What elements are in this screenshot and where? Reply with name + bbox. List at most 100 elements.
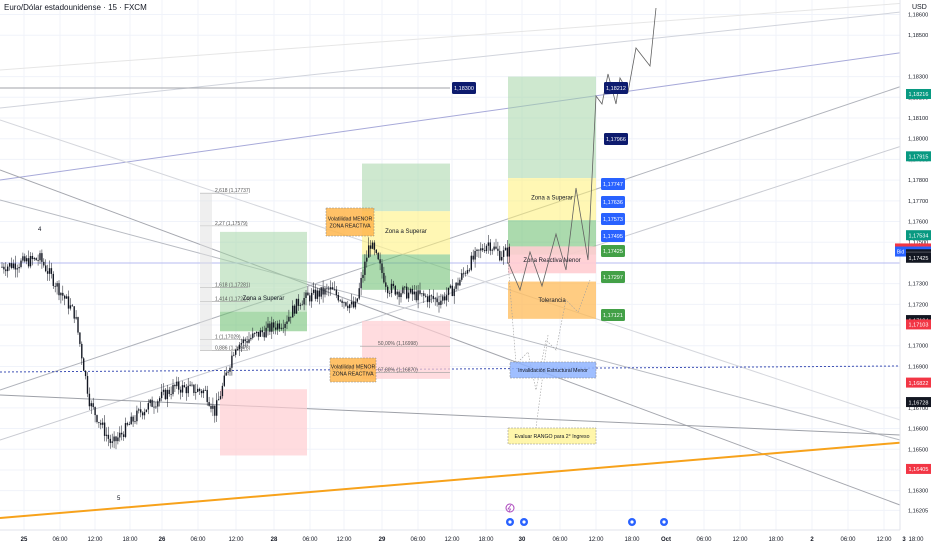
price-tag: 1,17573: [601, 213, 625, 225]
candle-body: [128, 424, 130, 426]
candle-body: [238, 344, 241, 350]
fib-label: 2,27 (1,17579): [215, 221, 248, 227]
candle-body: [480, 248, 482, 251]
candle-body: [69, 305, 72, 309]
candle-body: [64, 295, 66, 299]
candle-body: [485, 245, 488, 252]
candle-body: [428, 295, 431, 303]
candle-body: [183, 385, 186, 388]
candle-body: [328, 288, 330, 290]
y-tick-label: 1,18000: [908, 137, 928, 143]
price-axis-badge: [906, 88, 931, 99]
candle-body: [100, 422, 102, 425]
zone-label: Zona Reactiva Menor: [523, 258, 580, 264]
price-axis-tag-text: Bid: [897, 250, 904, 256]
candle-body: [31, 255, 34, 260]
price-tag: 1,17297: [601, 271, 625, 283]
candle-body: [109, 438, 111, 443]
candle-body: [193, 384, 195, 393]
trend-line: [0, 1, 921, 71]
note-text: Evaluar RANGO para 2° Ingreso: [514, 434, 589, 440]
zone-stop-loss: [362, 320, 450, 379]
trend-line: [0, 9, 921, 109]
candle-body: [86, 376, 89, 394]
x-tick-label: 12:00: [732, 537, 748, 543]
candle-body: [20, 260, 22, 267]
x-tick-label: 06:00: [52, 537, 68, 543]
candle-body: [98, 422, 100, 423]
price-tags: 1,18300 1,18212 1,17966 1,17747 1,17636 1,175…: [452, 82, 628, 321]
candle-body: [43, 261, 45, 266]
projection-path-alternate: [507, 261, 591, 391]
candle-body: [345, 302, 347, 306]
candle-body: [276, 323, 279, 330]
trend-line: [0, 79, 921, 391]
candle-body: [250, 337, 252, 340]
candle-body: [221, 385, 224, 397]
candle-body: [168, 389, 170, 395]
candle-body: [5, 269, 7, 272]
note-text: Volatilidad MENOR: [328, 217, 373, 223]
x-tick-label: 29: [379, 537, 386, 543]
candle-body: [103, 422, 106, 436]
candle-body: [67, 296, 70, 309]
candle-body: [312, 289, 315, 293]
candle-body: [113, 436, 115, 442]
wave-label: 4: [38, 227, 42, 233]
candle-body: [117, 437, 119, 442]
x-tick-label: 26: [159, 537, 166, 543]
y-tick-label: 1,17600: [908, 220, 928, 226]
note-box: [507, 427, 597, 445]
price-axis-badge: [906, 397, 931, 408]
x-tick-label: 06:00: [410, 537, 426, 543]
candle-body: [189, 384, 191, 386]
x-tick-label: 12:00: [228, 537, 244, 543]
x-tick-label: 18:00: [908, 537, 924, 543]
candle-body: [92, 403, 94, 408]
candle-body: [288, 316, 290, 322]
price-tag-box: [601, 213, 625, 225]
candle-body: [468, 269, 471, 271]
note-box: [509, 361, 597, 379]
fib-label: 67,80% (1,16870): [378, 368, 418, 374]
price-axis-badge-text: 1,16728: [909, 400, 929, 406]
price-tag: 1,17121: [601, 309, 625, 321]
candle-body: [330, 287, 332, 290]
candle-body: [153, 406, 155, 408]
candle-body: [244, 339, 246, 342]
price-axis-badge-text: 1,16405: [909, 467, 929, 473]
candle-body: [453, 288, 455, 297]
candles: [1, 234, 510, 450]
x-tick-label: 12:00: [876, 537, 892, 543]
candle-body: [122, 434, 125, 437]
candle-body: [417, 290, 419, 301]
candle-body: [60, 292, 62, 296]
price-tag-text: 1,17495: [603, 234, 623, 240]
zone-reactive: [508, 246, 596, 274]
x-tick-label: 18:00: [122, 537, 138, 543]
price-axis[interactable]: 1,186001,185001,183001,182001,181001,180…: [895, 0, 932, 550]
candle-body: [358, 288, 360, 299]
candle-body: [56, 283, 58, 287]
candle-body: [107, 434, 110, 439]
price-axis-badge: [906, 377, 931, 388]
candle-body: [73, 306, 75, 319]
trend-line: [0, 139, 921, 441]
candle-body: [305, 292, 307, 298]
price-tag-box: [601, 309, 625, 321]
candle-body: [105, 434, 108, 436]
fib-label: 1,414 (1,17214): [215, 296, 251, 302]
candle-body: [24, 256, 26, 262]
candle-body: [436, 298, 438, 303]
candle-body: [124, 423, 127, 437]
y-tick-label: 1,16600: [908, 427, 928, 433]
candle-body: [463, 272, 465, 274]
time-axis[interactable]: 25 06:00 12:00 18:00 26 06:00 12:00 28 06:00 12:0…: [0, 529, 932, 550]
candle-body: [400, 293, 402, 298]
candle-body: [267, 323, 269, 328]
price-axis-badge: [906, 463, 931, 474]
candle-body: [324, 288, 326, 295]
candle-body: [415, 291, 417, 301]
price-tag: 1,17636: [601, 196, 625, 208]
